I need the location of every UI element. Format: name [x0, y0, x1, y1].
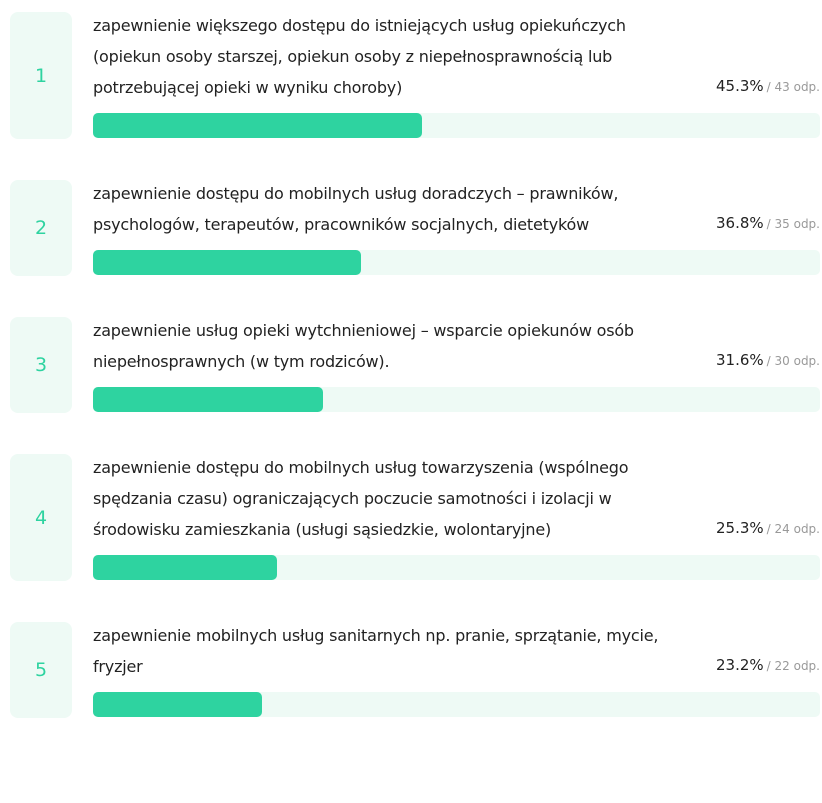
rank: 3: [10, 317, 72, 413]
count: / 30 odp.: [766, 354, 820, 368]
count: / 35 odp.: [766, 217, 820, 231]
stat: 23.2%/ 22 odp.: [716, 649, 820, 682]
rank: 5: [10, 622, 72, 718]
bar: [93, 555, 277, 580]
bar: [93, 250, 361, 275]
result-item: 3 zapewnienie usług opieki wytchnieniowej…: [0, 315, 822, 413]
stat: 25.3%/ 24 odp.: [716, 512, 820, 545]
result-row: zapewnienie mobilnych usług sanitarnych …: [93, 620, 820, 682]
percent: 25.3%: [716, 519, 764, 537]
rank: 2: [10, 180, 72, 276]
percent: 45.3%: [716, 77, 764, 95]
stat: 45.3%/ 43 odp.: [716, 70, 820, 103]
result-row: zapewnienie dostępu do mobilnych usług d…: [93, 178, 820, 240]
answer-label: zapewnienie dostępu do mobilnych usług d…: [93, 184, 619, 234]
stat: 36.8%/ 35 odp.: [716, 207, 820, 240]
bar: [93, 387, 323, 412]
results-list: 1 zapewnienie większego dostępu do istnie…: [0, 0, 822, 718]
result-item: 1 zapewnienie większego dostępu do istnie…: [0, 0, 822, 139]
bar-track: [93, 692, 820, 717]
count: / 22 odp.: [766, 659, 820, 673]
percent: 23.2%: [716, 656, 764, 674]
count: / 24 odp.: [766, 522, 820, 536]
percent: 36.8%: [716, 214, 764, 232]
answer-label: zapewnienie mobilnych usług sanitarnych …: [93, 626, 659, 676]
percent: 31.6%: [716, 351, 764, 369]
count: / 43 odp.: [766, 80, 820, 94]
result-item: 2 zapewnienie dostępu do mobilnych usług …: [0, 178, 822, 276]
result-item: 5 zapewnienie mobilnych usług sanitarnych…: [0, 620, 822, 718]
bar-track: [93, 113, 820, 138]
rank: 4: [10, 454, 72, 581]
bar: [93, 113, 423, 138]
answer-label: zapewnienie większego dostępu do istniej…: [93, 16, 626, 97]
result-row: zapewnienie usług opieki wytchnieniowej …: [93, 315, 820, 377]
rank: 1: [10, 12, 72, 139]
answer-label: zapewnienie dostępu do mobilnych usług t…: [93, 458, 629, 539]
result-row: zapewnienie większego dostępu do istniej…: [93, 10, 820, 103]
result-item: 4 zapewnienie dostępu do mobilnych usług …: [0, 452, 822, 581]
answer-label: zapewnienie usług opieki wytchnieniowej …: [93, 321, 634, 371]
bar-track: [93, 555, 820, 580]
bar: [93, 692, 262, 717]
bar-track: [93, 250, 820, 275]
result-row: zapewnienie dostępu do mobilnych usług t…: [93, 452, 820, 545]
stat: 31.6%/ 30 odp.: [716, 344, 820, 377]
bar-track: [93, 387, 820, 412]
